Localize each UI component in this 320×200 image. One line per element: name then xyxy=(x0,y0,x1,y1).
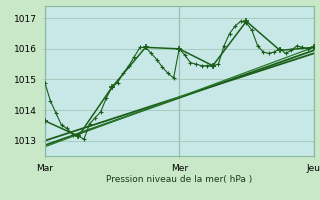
X-axis label: Pression niveau de la mer( hPa ): Pression niveau de la mer( hPa ) xyxy=(106,175,252,184)
